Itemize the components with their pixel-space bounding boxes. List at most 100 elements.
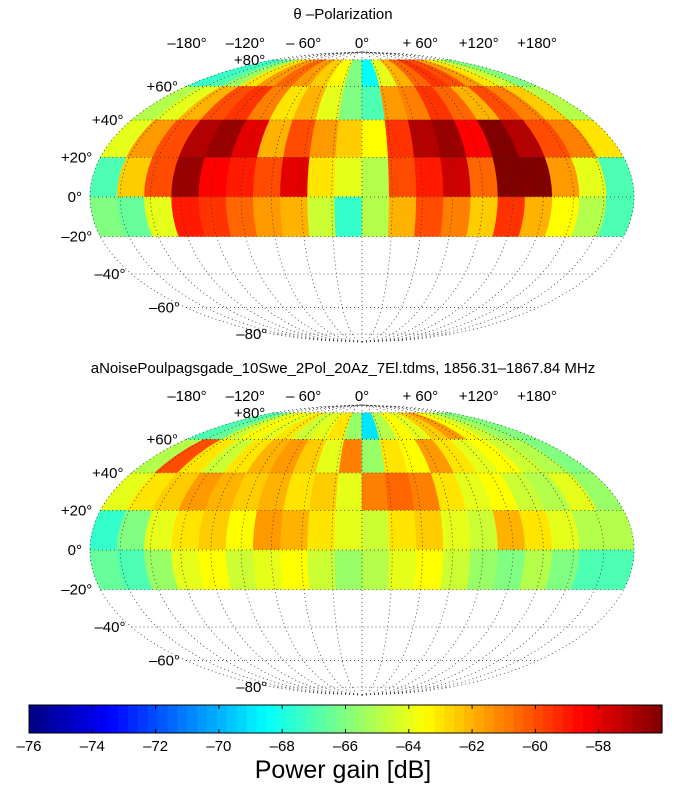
colorbar-swatch: [207, 705, 218, 733]
colorbar-swatch: [38, 705, 50, 733]
heat-cell: [280, 196, 311, 237]
graticule-meridian: [331, 404, 363, 696]
graticule-meridian: [210, 51, 363, 343]
colorbar-tick-label: –72: [143, 738, 168, 755]
graticule-meridian: [361, 51, 605, 343]
colorbar-swatch: [127, 705, 139, 733]
colorbar-tick-label: –60: [523, 738, 548, 755]
heat-cell: [361, 157, 390, 198]
colorbar-swatch: [404, 705, 416, 733]
colorbar-swatch: [464, 705, 475, 733]
colorbar-swatch: [513, 705, 525, 733]
colorbar-swatch: [642, 705, 653, 733]
lon-tick-label: +120°: [459, 35, 499, 52]
graticule-meridian: [361, 51, 393, 343]
colorbar-swatch: [602, 705, 614, 733]
heat-cell: [466, 157, 499, 198]
heat-cell: [225, 510, 258, 551]
lat-tick-label: +80°: [234, 52, 265, 69]
colorbar-swatch: [503, 705, 515, 733]
heat-cell: [225, 196, 258, 237]
colorbar-swatch: [98, 705, 109, 733]
colorbar-swatch: [563, 705, 574, 733]
lon-tick-label: +120°: [459, 388, 499, 405]
heat-cell: [334, 157, 363, 198]
colorbar-swatch: [454, 705, 465, 733]
graticule-meridian: [361, 51, 635, 343]
lat-tick-label: +40°: [92, 112, 123, 129]
graticule-meridian: [361, 404, 393, 696]
heat-cell: [334, 510, 363, 551]
colorbar-swatch: [48, 705, 60, 733]
lat-tick-label: –20°: [61, 581, 92, 598]
graticule-meridian: [89, 404, 363, 696]
colorbar: –76 –74 –72 –70 –68 –66 –64 –62 –60 –58: [16, 704, 663, 755]
colorbar-swatch: [612, 705, 624, 733]
heat-cell: [466, 510, 499, 551]
lon-tick-label: +180°: [517, 35, 557, 52]
heat-cell: [252, 196, 284, 237]
colorbar-swatch: [246, 705, 258, 733]
colorbar-swatch: [652, 705, 663, 733]
lon-tick-label: –180°: [167, 388, 206, 405]
graticule-meridian: [119, 51, 363, 343]
heat-cell: [387, 510, 417, 551]
colorbar-swatch: [335, 705, 347, 733]
colorbar-swatch: [345, 705, 356, 733]
heat-cell: [280, 510, 311, 551]
colorbar-swatch: [296, 705, 307, 733]
heat-cell: [597, 549, 635, 590]
heat-cell: [334, 549, 363, 590]
colorbar-tick-label: –58: [586, 738, 611, 755]
colorbar-swatch: [177, 705, 188, 733]
heat-cell: [440, 549, 472, 590]
colorbar-swatch: [582, 705, 594, 733]
graticule-meridian: [361, 404, 454, 696]
heat-cell: [387, 549, 417, 590]
lat-tick-label: 0°: [68, 542, 82, 559]
colorbar-swatch: [385, 705, 396, 733]
lon-tick-label: –180°: [167, 35, 206, 52]
colorbar-swatch: [157, 705, 169, 733]
lon-tick-label: 0°: [355, 35, 369, 52]
heat-cell: [413, 196, 444, 237]
heat-cell: [597, 196, 635, 237]
colorbar-swatch: [632, 705, 643, 733]
graticule-meridian: [180, 51, 363, 343]
lon-tick-label: 0°: [355, 388, 369, 405]
graticule-meridian: [119, 404, 363, 696]
colorbar-swatch: [375, 705, 386, 733]
lat-tick-label: –80°: [236, 679, 267, 696]
colorbar-swatch: [187, 705, 198, 733]
lat-tick-label: +60°: [147, 79, 178, 96]
heat-cell: [225, 157, 258, 198]
heat-cell: [335, 472, 363, 511]
heat-cell: [280, 157, 311, 198]
heat-cell: [440, 510, 472, 551]
colorbar-swatch: [236, 705, 248, 733]
lat-tick-label: +20°: [61, 503, 92, 520]
lon-tick-label: – 60°: [286, 388, 321, 405]
graticule-meridian: [270, 404, 363, 696]
heat-cell: [361, 119, 389, 158]
graticule-meridian: [180, 404, 363, 696]
graticule-meridian: [301, 404, 363, 696]
graticule-meridian: [361, 51, 514, 343]
heat-cell: [361, 510, 390, 551]
colorbar-label: Power gain [dB]: [254, 756, 432, 784]
colorbar-swatch: [414, 705, 426, 733]
colorbar-tick-label: –68: [270, 738, 295, 755]
heat-cell: [307, 157, 337, 198]
colorbar-swatch: [118, 705, 129, 733]
colorbar-swatch: [572, 705, 584, 733]
colorbar-swatch: [355, 705, 366, 733]
graticule-meridian: [361, 404, 635, 696]
lon-tick-label: –120°: [226, 35, 265, 52]
heat-cell: [440, 157, 472, 198]
heat-cell: [252, 510, 284, 551]
colorbar-swatch: [276, 705, 287, 733]
heat-cell: [361, 549, 390, 590]
lat-tick-label: –60°: [149, 653, 180, 670]
colorbar-swatch: [78, 705, 89, 733]
